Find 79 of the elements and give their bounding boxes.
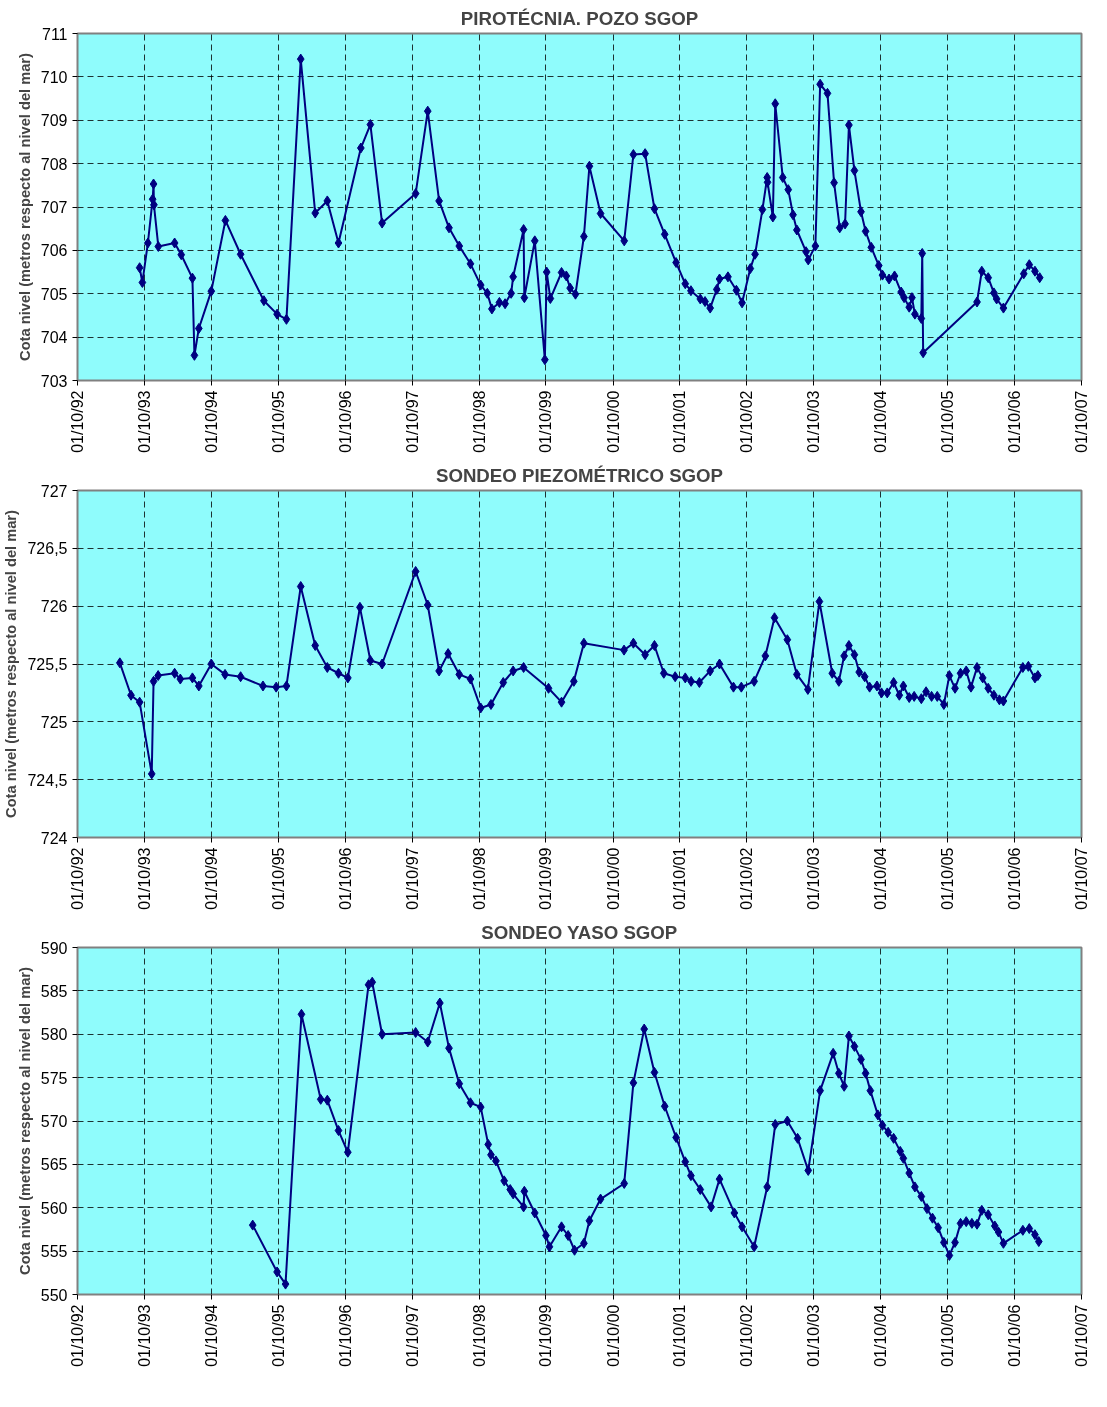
y-tick-label: 555 [40,1243,68,1261]
y-tick-label: 726 [40,598,68,616]
x-tick-label: 01/10/92 [69,1304,86,1367]
x-tick-label: 01/10/00 [604,1304,622,1367]
x-tick-label: 01/10/92 [69,390,86,453]
y-tick-label: 706 [40,242,68,260]
x-tick-label: 01/10/98 [470,390,488,453]
y-tick-label: 705 [40,285,68,303]
x-tick-label: 01/10/04 [872,1304,890,1367]
y-tick-label: 580 [40,1026,68,1044]
x-tick-label: 01/10/02 [738,1304,756,1367]
x-tick-label: 01/10/07 [1073,390,1090,453]
x-tick-label: 01/10/02 [738,847,756,910]
y-tick-label: 711 [41,25,68,43]
x-tick-label: 01/10/97 [403,390,421,453]
x-tick-label: 01/10/95 [269,1304,287,1367]
x-tick-label: 01/10/02 [738,390,756,453]
x-tick-label: 01/10/96 [336,390,354,453]
y-tick-label: 570 [40,1113,68,1130]
x-tick-label: 01/10/94 [202,1304,220,1367]
chart-title: SONDEO PIEZOMÉTRICO SGOP [435,464,724,486]
y-tick-label: 703 [40,372,68,390]
x-tick-label: 01/10/99 [537,847,555,910]
x-tick-label: 01/10/97 [403,1304,421,1367]
x-tick-label: 01/10/06 [1006,1304,1024,1367]
x-tick-label: 01/10/93 [135,390,153,453]
x-tick-label: 01/10/04 [872,390,890,453]
y-tick-label: 710 [40,68,68,86]
y-tick-label: 565 [40,1156,68,1174]
x-tick-label: 01/10/03 [805,390,823,453]
y-tick-label: 550 [40,1286,68,1304]
x-tick-label: 01/10/03 [805,1304,823,1367]
y-tick-label: 725 [40,713,68,731]
y-axis-title: Cota nivel (metros respecto al nivel del mar) [3,509,20,818]
x-tick-label: 01/10/04 [872,847,890,910]
chart-title: PIROTÉCNIA. POZO SGOP [460,7,699,29]
y-tick-label: 590 [40,939,68,957]
x-tick-label: 01/10/01 [671,847,689,910]
x-tick-label: 01/10/05 [939,847,957,910]
y-tick-label: 708 [40,155,68,173]
x-tick-label: 01/10/96 [336,1304,354,1367]
y-tick-label: 724,5 [27,771,68,789]
y-tick-label: 727 [40,482,68,500]
x-tick-label: 01/10/93 [135,1304,153,1367]
x-tick-label: 01/10/00 [604,847,622,910]
x-tick-label: 01/10/07 [1073,847,1090,910]
y-tick-label: 725,5 [27,656,68,673]
y-tick-label: 560 [40,1199,68,1217]
chart-title: SONDEO YASO SGOP [481,921,678,943]
x-tick-label: 01/10/97 [403,847,421,910]
y-tick-label: 724 [40,829,68,847]
x-tick-label: 01/10/00 [604,390,622,453]
x-tick-label: 01/10/06 [1006,390,1024,453]
x-tick-label: 01/10/98 [470,1304,488,1367]
x-tick-label: 01/10/94 [202,390,220,453]
x-tick-label: 01/10/94 [202,847,220,910]
y-tick-label: 575 [40,1069,68,1087]
x-tick-label: 01/10/07 [1073,1304,1090,1367]
x-tick-label: 01/10/06 [1006,847,1024,910]
x-tick-label: 01/10/99 [537,390,555,453]
x-tick-label: 01/10/05 [939,1304,957,1367]
x-tick-label: 01/10/95 [269,847,287,910]
x-tick-label: 01/10/03 [805,847,823,910]
y-axis-title: Cota nivel (metros respecto al nivel del mar) [16,966,33,1275]
x-tick-label: 01/10/05 [939,390,957,453]
y-tick-label: 585 [40,982,68,1000]
y-tick-label: 726,5 [27,540,68,558]
x-tick-label: 01/10/92 [69,847,86,910]
y-tick-label: 707 [40,199,68,216]
x-tick-label: 01/10/99 [537,1304,555,1367]
x-tick-label: 01/10/93 [135,847,153,910]
x-tick-label: 01/10/01 [671,1304,689,1367]
x-tick-label: 01/10/95 [269,390,287,453]
y-tick-label: 709 [40,112,68,130]
x-tick-label: 01/10/98 [470,847,488,910]
y-tick-label: 704 [40,329,68,347]
y-axis-title: Cota nivel (metros respecto al nivel del mar) [16,52,33,361]
x-tick-label: 01/10/96 [336,847,354,910]
x-tick-label: 01/10/01 [671,390,689,453]
